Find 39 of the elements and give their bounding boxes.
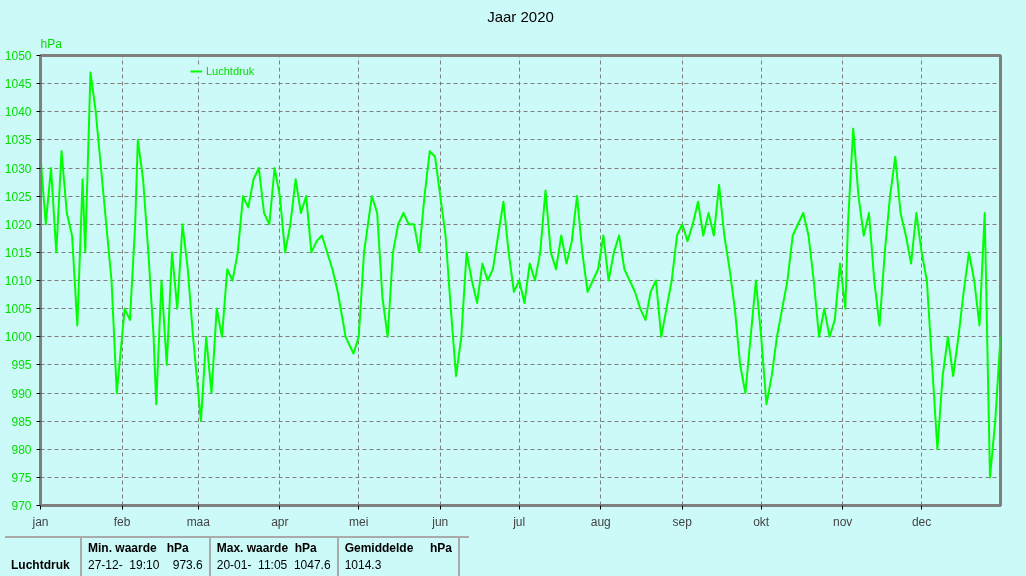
x-tick-label: aug: [590, 514, 611, 529]
x-tick-label: feb: [113, 514, 131, 529]
y-tick-label: 1030: [4, 161, 32, 176]
y-axis-title: hPa: [40, 36, 63, 51]
y-tick-label: 1010: [4, 274, 32, 288]
x-tick-label: dec: [911, 514, 932, 529]
legend-label: Luchtdruk: [206, 65, 255, 77]
y-tick-label: 1005: [4, 302, 32, 317]
text: 27-12- 19:10 973.6: [88, 558, 203, 573]
y-tick-label: 985: [11, 414, 32, 429]
text: Min. waarde hPa: [88, 541, 189, 555]
x-tick-label: mei: [349, 514, 369, 529]
x-tick-label: jul: [512, 514, 526, 529]
x-tick-label: sep: [672, 514, 693, 529]
x-tick-label: okt: [753, 514, 770, 529]
x-tick-label: jun: [431, 514, 449, 529]
y-tick-label: 970: [11, 499, 32, 513]
text: 1014.3: [344, 558, 382, 573]
x-tick-label: maa: [186, 514, 211, 529]
y-tick-label: 980: [11, 442, 32, 457]
y-tick-label: 975: [11, 470, 32, 485]
x-tick-label: jan: [31, 514, 49, 529]
text: Luchtdruk: [11, 558, 70, 573]
y-tick-label: 990: [11, 386, 32, 401]
x-tick-label: nov: [833, 514, 853, 529]
y-tick-label: 1025: [4, 189, 32, 204]
chart-title: Jaar 2020: [487, 7, 554, 25]
y-tick-label: 1040: [4, 105, 32, 120]
y-tick-label: 1000: [4, 330, 32, 345]
y-tick-label: 1020: [4, 217, 32, 232]
y-tick-label: 1015: [4, 245, 32, 260]
y-tick-label: 1050: [4, 49, 32, 63]
text: Max. waarde hPa: [216, 541, 317, 555]
text: 20-01- 11:05 1047.6: [216, 558, 331, 573]
y-tick-label: 1045: [4, 77, 32, 92]
y-tick-label: 995: [11, 358, 32, 373]
y-tick-label: 1035: [4, 133, 32, 148]
x-tick-label: apr: [271, 514, 289, 529]
text: Gemiddelde hPa: [344, 541, 452, 555]
